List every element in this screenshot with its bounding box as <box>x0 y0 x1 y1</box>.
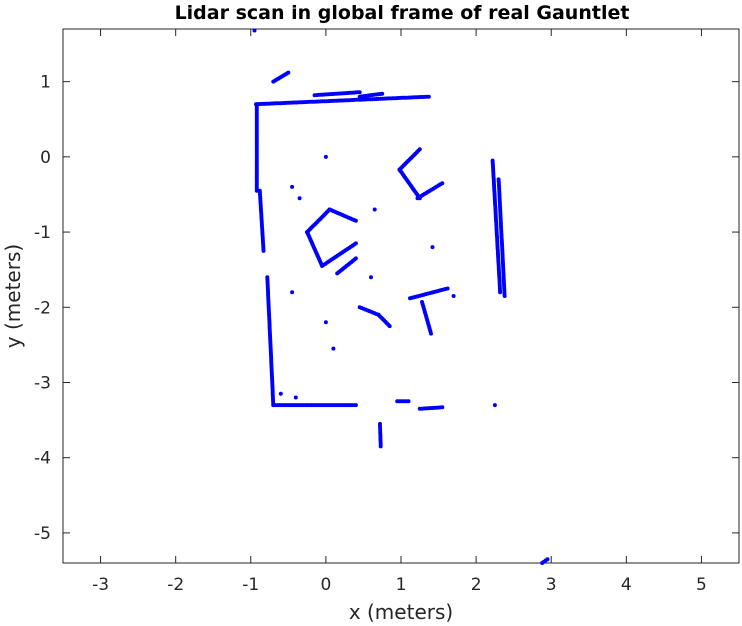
y-tick-label: -3 <box>34 373 51 393</box>
scan-point <box>323 320 328 325</box>
x-tick-label: 0 <box>320 575 331 595</box>
chart-title: Lidar scan in global frame of real Gaunt… <box>175 2 630 24</box>
plot-area <box>62 28 740 564</box>
scan-point <box>353 403 358 408</box>
scan-point <box>278 391 283 396</box>
scan-point <box>290 290 295 295</box>
x-tick-label: 5 <box>696 575 707 595</box>
scan-points <box>252 28 550 565</box>
scan-point <box>440 181 445 186</box>
scan-point <box>353 218 358 223</box>
scan-point <box>357 90 362 95</box>
x-tick-label: 3 <box>546 575 557 595</box>
x-tick-label: 2 <box>471 575 482 595</box>
scan-point <box>369 275 373 280</box>
y-tick-label: -5 <box>34 524 51 544</box>
scan-point <box>353 241 358 246</box>
scan-point <box>261 248 266 253</box>
x-tick-label: 1 <box>396 575 407 595</box>
scan-point <box>353 256 358 261</box>
y-tick-label: -2 <box>34 298 51 318</box>
scan-point <box>323 154 328 159</box>
scan-point <box>498 290 503 295</box>
scan-point <box>286 70 291 75</box>
scan-point <box>430 245 435 250</box>
y-axis-label: y (meters) <box>1 244 25 348</box>
scan-point <box>406 399 411 404</box>
scan-point <box>293 395 298 400</box>
scan-point <box>331 346 336 351</box>
scan-point <box>426 94 431 99</box>
x-tick-label: -2 <box>167 575 184 595</box>
scan-point <box>290 184 295 189</box>
scan-point <box>378 444 383 449</box>
x-axis-label: x (meters) <box>349 600 453 624</box>
scan-point <box>502 294 507 298</box>
scan-point <box>387 324 392 329</box>
scan-point <box>297 196 302 201</box>
scan-point <box>440 405 445 410</box>
scan-point <box>492 403 497 408</box>
x-tick-label: 4 <box>621 575 632 595</box>
scan-point <box>254 188 259 193</box>
scan-point <box>451 294 456 298</box>
y-tick-label: 1 <box>40 73 51 93</box>
scan-point <box>429 331 433 336</box>
scan-point <box>252 28 257 33</box>
scan-point <box>545 557 550 562</box>
x-tick-label: -1 <box>242 575 259 595</box>
axis-ticks: -3 -2 -1 0 1 2 3 4 5 1 0 -1 -2 -3 -4 -5 <box>34 29 739 595</box>
scan-point <box>372 207 377 212</box>
y-tick-label: -4 <box>34 449 51 469</box>
y-tick-label: -1 <box>34 223 51 243</box>
scan-point <box>380 91 385 96</box>
x-tick-label: -3 <box>92 575 109 595</box>
y-tick-label: 0 <box>40 148 51 168</box>
scan-point <box>445 286 450 291</box>
scan-point <box>417 147 422 152</box>
